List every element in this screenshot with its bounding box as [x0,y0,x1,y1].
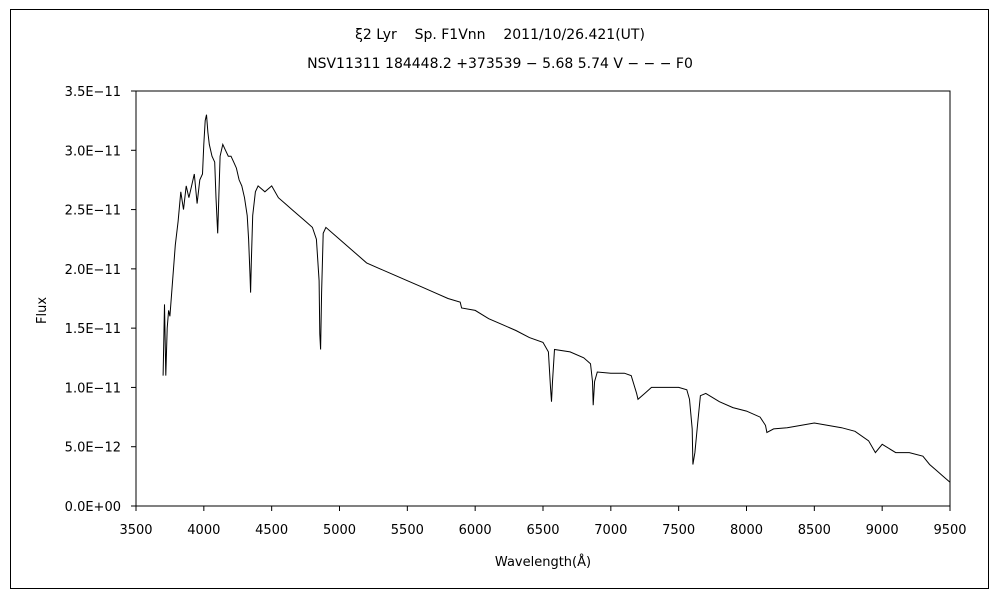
x-axis-title: Wavelength(Å) [495,554,591,570]
x-axis: 3500 4000 4500 5000 5500 6000 6500 7000 7500 8000… [119,506,967,538]
x-tick-label: 7000 [594,523,627,538]
y-tick-label: 2.0E−11 [65,263,121,278]
x-tick-label: 4000 [187,523,220,538]
chart-frame [10,9,989,589]
x-tick-label: 6500 [526,523,559,538]
x-tick-label: 9000 [866,523,899,538]
spectrum-line [162,114,951,483]
y-axis: 0.0E+00 5.0E−12 1.0E−11 1.5E−11 2.0E−11 2.5E−… [65,85,136,515]
x-tick-label: 8000 [730,523,763,538]
x-tick-label: 5000 [323,523,356,538]
x-tick-label: 3500 [119,523,152,538]
x-tick-label: 8500 [798,523,831,538]
x-tick-label: 9500 [933,523,966,538]
x-tick-label: 5500 [391,523,424,538]
y-tick-label: 0.0E+00 [65,500,121,515]
y-axis-title: Flux [35,297,50,324]
chart-subtitle: NSV11311 184448.2 +373539 − 5.68 5.74 V … [307,56,693,72]
y-tick-label: 2.5E−11 [65,204,121,219]
y-tick-label: 3.0E−11 [65,144,121,159]
plot-area [135,90,951,507]
x-tick-label: 6000 [459,523,492,538]
y-tick-label: 5.0E−12 [65,441,121,456]
x-tick-label: 7500 [662,523,695,538]
y-tick-label: 1.0E−11 [65,381,121,396]
x-tick-label: 4500 [255,523,288,538]
chart-title: ξ2 Lyr Sp. F1Vnn 2011/10/26.421(UT) [355,27,645,43]
y-tick-label: 3.5E−11 [65,85,121,100]
y-tick-label: 1.5E−11 [65,322,121,337]
